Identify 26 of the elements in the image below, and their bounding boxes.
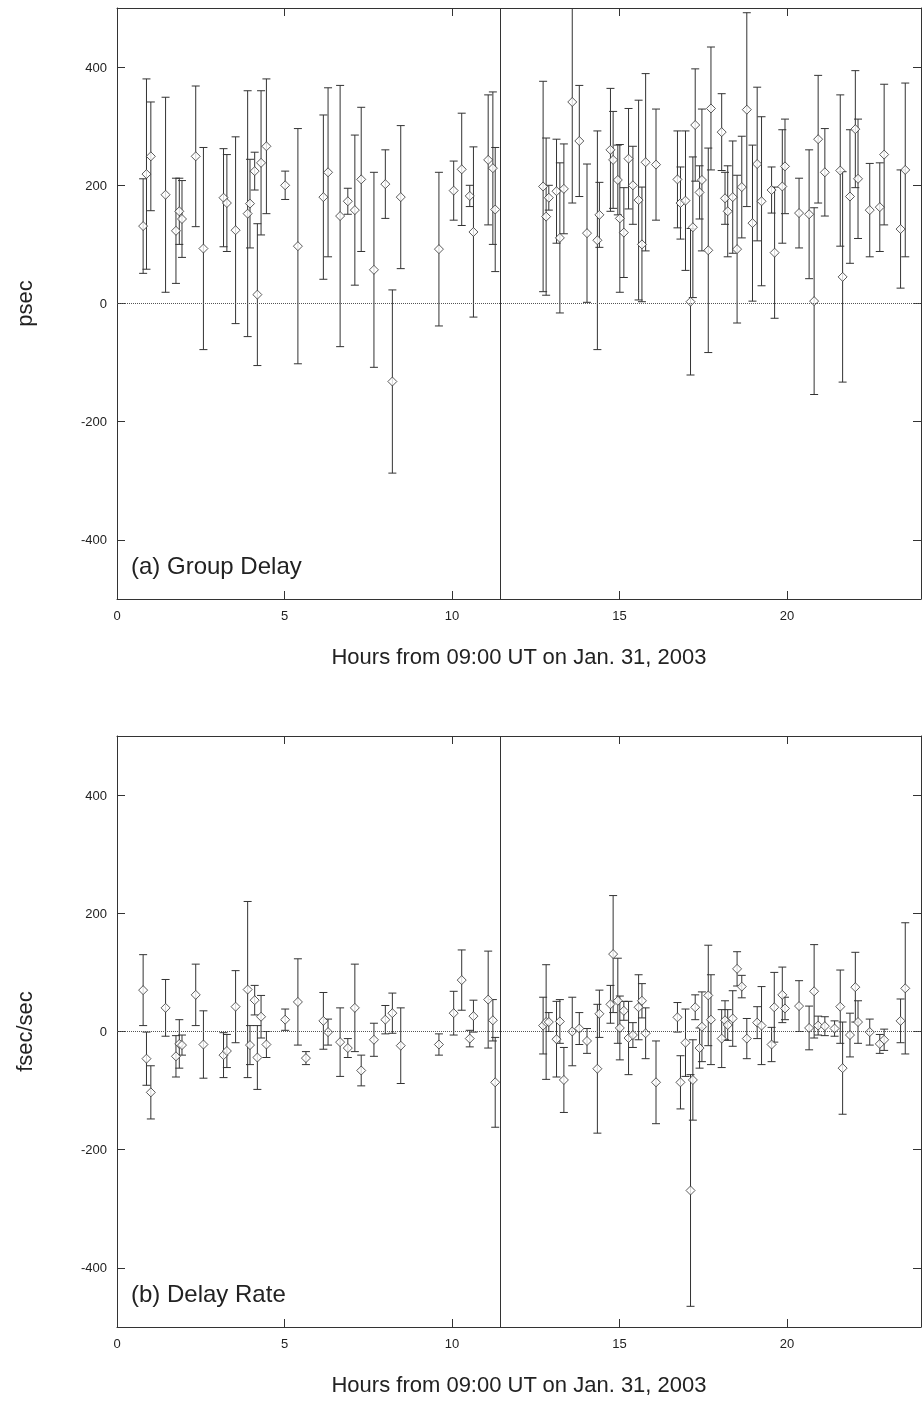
- y-tick-label: 200: [85, 177, 107, 193]
- y-tick-label: 0: [99, 1024, 107, 1039]
- x-tick-label: 5: [280, 1336, 289, 1351]
- y-tick-label: 200: [85, 905, 107, 921]
- x-tick-label: 15: [612, 1336, 627, 1351]
- y-tick-label: 0: [99, 296, 107, 311]
- y-axis-title: psec: [11, 280, 37, 327]
- y-tick-label: -200: [80, 414, 107, 430]
- x-tick-label: 0: [113, 1336, 121, 1351]
- x-tick-label: 20: [779, 608, 795, 623]
- y-tick-label: -400: [80, 1260, 107, 1276]
- x-tick-label: 20: [779, 1336, 795, 1351]
- x-tick-label: 5: [280, 608, 289, 623]
- y-tick-label: 400: [85, 787, 107, 803]
- y-tick-label: 400: [85, 59, 107, 75]
- x-axis-title: Hours from 09:00 UT on Jan. 31, 2003: [331, 1371, 707, 1397]
- x-tick-label: 0: [113, 608, 121, 623]
- x-tick-label: 15: [612, 608, 627, 623]
- x-tick-label: 10: [444, 608, 460, 623]
- y-axis-title: fsec/sec: [11, 991, 37, 1072]
- x-axis-title: Hours from 09:00 UT on Jan. 31, 2003: [331, 643, 707, 669]
- y-tick-label: -400: [80, 532, 107, 548]
- x-tick-label: 10: [444, 1336, 460, 1351]
- annotation: (a) Group Delay: [131, 551, 302, 579]
- y-tick-label: -200: [80, 1142, 107, 1158]
- annotation: (b) Delay Rate: [131, 1279, 286, 1307]
